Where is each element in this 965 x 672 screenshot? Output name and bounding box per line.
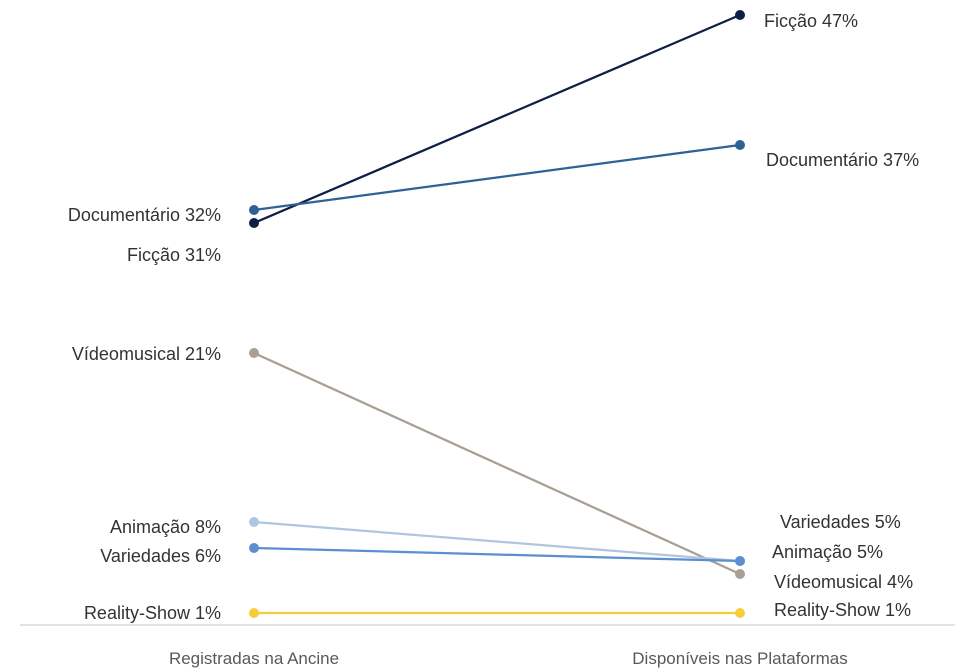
data-label-documentario-start: Documentário 32% — [68, 205, 221, 225]
x-tick-label-0: Registradas na Ancine — [169, 649, 339, 668]
data-label-animacao-start: Animação 8% — [110, 517, 221, 537]
data-label-ficcao-start: Ficção 31% — [127, 245, 221, 265]
data-point-animacao-start — [249, 517, 259, 527]
data-point-documentario-end — [735, 140, 745, 150]
data-labels: Ficção 31% Ficção 47% Documentário 32% Docu… — [68, 11, 919, 623]
series-line-ficcao — [253, 13, 741, 225]
data-point-reality-show-start — [249, 608, 259, 618]
series-line-animacao — [253, 520, 741, 563]
data-point-variedades-start — [249, 543, 259, 553]
data-point-documentario-start — [249, 205, 259, 215]
data-point-reality-show-end — [735, 608, 745, 618]
data-label-reality-show-start: Reality-Show 1% — [84, 603, 221, 623]
data-point-videomusical-start — [249, 348, 259, 358]
series-lines — [253, 13, 741, 615]
data-point-ficcao-start — [249, 218, 259, 228]
data-label-animacao-end: Animação 5% — [772, 542, 883, 562]
data-point-videomusical-end — [735, 569, 745, 579]
data-label-videomusical-end: Vídeomusical 4% — [774, 572, 913, 592]
data-label-videomusical-start: Vídeomusical 21% — [72, 344, 221, 364]
x-tick-label-1: Disponíveis nas Plataformas — [632, 649, 847, 668]
data-point-variedades-end — [735, 556, 745, 566]
series-line-documentario — [253, 143, 741, 212]
data-label-variedades-start: Variedades 6% — [100, 546, 221, 566]
data-label-variedades-end: Variedades 5% — [780, 512, 901, 532]
data-label-documentario-end: Documentário 37% — [766, 150, 919, 170]
data-label-reality-show-end: Reality-Show 1% — [774, 600, 911, 620]
series-line-variedades — [253, 546, 741, 563]
data-point-ficcao-end — [735, 10, 745, 20]
data-label-ficcao-end: Ficção 47% — [764, 11, 858, 31]
series-line-videomusical — [253, 351, 741, 576]
series-points — [249, 10, 745, 618]
